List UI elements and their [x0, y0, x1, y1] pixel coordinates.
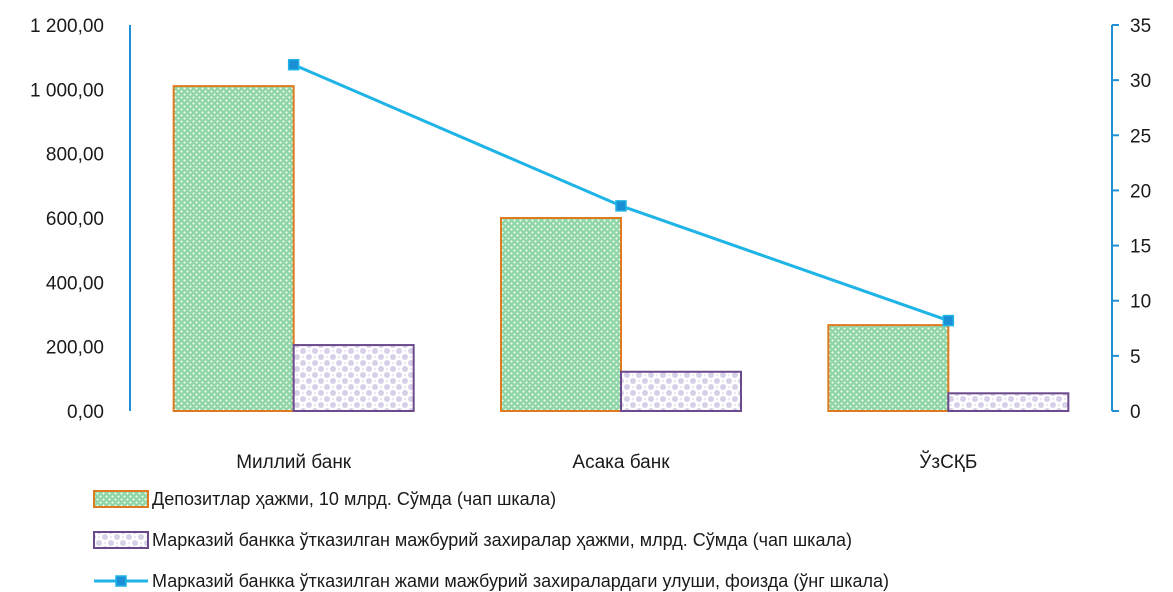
bar-deposits [172, 85, 295, 412]
right-tick-label: 0 [1130, 402, 1141, 423]
right-axis: 0 5 10 15 20 25 30 35 [1111, 16, 1151, 423]
right-tick-label: 25 [1130, 126, 1151, 147]
bar-deposits [500, 217, 622, 412]
line-point-marker [287, 58, 300, 71]
left-tick-label: 1 000,00 [30, 80, 104, 101]
bar-deposits [827, 324, 950, 412]
legend: Депозитлар ҳажми, 10 млрд. Сўмда (чап шк… [93, 489, 889, 591]
right-tick-label: 5 [1130, 347, 1141, 368]
line-point-marker [942, 314, 955, 327]
right-tick-label: 30 [1130, 71, 1151, 92]
legend-label: Марказий банкка ўтказилган мажбурий захи… [152, 530, 852, 550]
left-tick-label: 600,00 [46, 209, 104, 230]
legend-label: Марказий банкка ўтказилган жами мажбурий… [152, 571, 889, 591]
right-tick-label: 15 [1130, 237, 1151, 258]
legend-swatch [93, 531, 149, 549]
bar-reserves [292, 344, 415, 412]
legend-swatch [93, 490, 149, 508]
right-tick-label: 35 [1130, 16, 1151, 37]
bar-reserves [947, 392, 1070, 412]
category-label: Миллий банк [236, 452, 352, 473]
bar-reserves [620, 370, 742, 412]
line-point-marker [615, 200, 627, 212]
right-tick-label: 20 [1130, 181, 1151, 202]
legend-label: Депозитлар ҳажми, 10 млрд. Сўмда (чап шк… [152, 489, 556, 509]
right-tick-label: 10 [1130, 292, 1151, 313]
left-axis: 0,00 200,00 400,00 600,00 800,00 1 000,00 1 20… [30, 16, 131, 423]
bars-group [172, 85, 1070, 412]
left-tick-label: 1 200,00 [30, 16, 104, 37]
category-label: Асака банк [572, 452, 670, 473]
left-tick-label: 0,00 [67, 402, 104, 423]
legend-marker [115, 575, 127, 587]
left-tick-label: 800,00 [46, 145, 104, 166]
left-tick-label: 400,00 [46, 273, 104, 294]
left-tick-label: 200,00 [46, 338, 104, 359]
line-series-group [287, 58, 955, 327]
category-label: ЎзСҚБ [919, 451, 977, 473]
category-labels: Миллий банк Асака банк ЎзСҚБ [236, 451, 977, 473]
